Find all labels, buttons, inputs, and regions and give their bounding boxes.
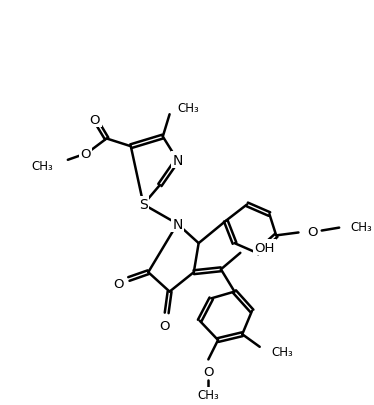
Text: CH₃: CH₃	[177, 102, 199, 115]
Text: N: N	[172, 153, 183, 167]
Text: CH₃: CH₃	[197, 388, 219, 401]
Text: N: N	[172, 217, 183, 231]
Text: O: O	[307, 226, 317, 239]
Text: O: O	[113, 278, 123, 291]
Text: O: O	[159, 319, 170, 332]
Text: S: S	[139, 198, 148, 212]
Text: OH: OH	[254, 241, 274, 254]
Text: O: O	[80, 147, 91, 160]
Text: CH₃: CH₃	[351, 221, 373, 234]
Text: CH₃: CH₃	[31, 160, 53, 173]
Text: O: O	[90, 113, 100, 126]
Text: CH₃: CH₃	[271, 345, 293, 358]
Text: O: O	[203, 364, 214, 377]
